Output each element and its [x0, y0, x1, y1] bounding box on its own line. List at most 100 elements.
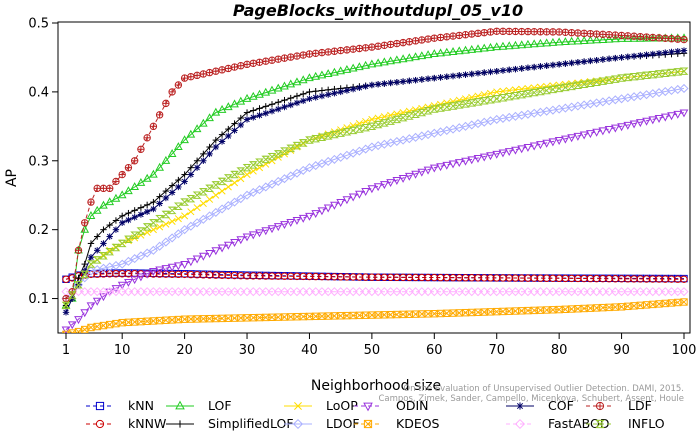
x-tick-label: 60 [426, 343, 443, 358]
point-inflo [211, 181, 221, 189]
point-odin [660, 113, 670, 122]
point-loop [499, 87, 507, 95]
point-odin [542, 139, 552, 148]
point-fastabod [229, 287, 240, 297]
point-lof [392, 55, 402, 64]
point-simplifiedlof [281, 96, 288, 104]
chart-title: PageBlocks_withoutdupl_05_v10 [233, 1, 523, 20]
point-cof [206, 150, 213, 158]
point-inflo [223, 174, 233, 182]
point-loop [230, 179, 239, 187]
point-inflo [486, 96, 495, 104]
point-lof [92, 205, 102, 214]
point-cof [443, 73, 450, 80]
point-odin [442, 161, 452, 170]
point-odin [654, 115, 664, 123]
axes-layer: 1 10 20 30 40 50 60 70 80 90 100 0.1 0.2 0.3 0.4 0.5 [28, 17, 696, 359]
point-fastabod [560, 287, 570, 297]
point-cof [162, 194, 170, 202]
point-lof [192, 124, 202, 133]
point-kdeos [636, 301, 645, 310]
point-ldf [661, 34, 669, 42]
point-cof [281, 103, 288, 111]
point-odin [142, 270, 152, 279]
point-ldf [586, 29, 595, 38]
point-cof [356, 84, 363, 91]
point-loop [287, 146, 295, 154]
point-lof [205, 113, 214, 122]
point-odin [124, 278, 133, 287]
point-lof [298, 75, 308, 84]
point-lof [342, 64, 352, 73]
series-cof [62, 47, 688, 316]
point-ldof [236, 194, 246, 204]
point-ldf [343, 46, 351, 54]
point-lof [117, 190, 127, 199]
point-kdeos [405, 310, 414, 318]
point-lof [211, 107, 221, 116]
point-fastabod [329, 287, 339, 297]
point-cof [437, 74, 444, 81]
point-ldf [449, 32, 457, 40]
legend-label: kNNW [128, 416, 166, 431]
point-lof [467, 44, 477, 53]
point-ldof [186, 221, 196, 231]
point-lof [411, 52, 420, 61]
point-cof [275, 105, 282, 113]
point-lof [585, 35, 595, 44]
point-lof [136, 177, 146, 186]
point-fastabod [598, 287, 608, 297]
point-inflo [373, 120, 383, 129]
point-inflo [629, 73, 639, 81]
point-ldof [248, 187, 258, 198]
y-tick-label: 0.2 [28, 223, 49, 238]
point-cof [474, 70, 482, 77]
point-lof [86, 211, 96, 219]
point-inflo [255, 158, 264, 166]
point-ldf [237, 62, 245, 70]
series-odin [61, 109, 689, 333]
point-ldf [349, 45, 357, 53]
point-odin [667, 112, 676, 121]
point-fastabod [223, 287, 233, 297]
point-inflo [323, 132, 333, 140]
series-layer [61, 27, 689, 333]
point-ldf [624, 32, 632, 40]
point-odin [99, 293, 108, 302]
point-cof [106, 233, 113, 240]
point-ldf [87, 198, 95, 206]
point-fastabod [105, 287, 115, 297]
point-ldf [424, 35, 432, 43]
point-lof [642, 33, 651, 42]
series-knnw [62, 270, 688, 283]
point-fastabod [579, 287, 589, 297]
point-odin [211, 247, 221, 256]
x-tick-label: 40 [301, 343, 318, 358]
point-loop [237, 175, 245, 183]
point-inflo [417, 108, 427, 117]
point-ldf [93, 184, 101, 193]
point-ldf [374, 42, 382, 50]
point-cof [100, 240, 107, 247]
point-ldf [599, 30, 607, 39]
point-ldf [212, 67, 220, 75]
point-ldf [368, 43, 376, 51]
point-loop [174, 215, 182, 223]
point-ldf [205, 68, 214, 77]
point-kdeos [318, 312, 326, 320]
point-fastabod [292, 287, 302, 297]
point-fastabod [198, 287, 208, 297]
point-inflo [667, 68, 676, 77]
point-lof [567, 36, 577, 45]
point-ldf [461, 31, 470, 39]
legend-swatch-marker [595, 419, 605, 429]
point-ldf [655, 34, 663, 42]
point-cof [181, 178, 188, 185]
point-inflo [442, 103, 452, 111]
point-inflo [142, 223, 152, 231]
point-fastabod [173, 287, 183, 297]
point-odin [498, 149, 508, 158]
point-ldf [149, 122, 158, 131]
point-inflo [354, 125, 364, 133]
point-fastabod [142, 287, 152, 297]
